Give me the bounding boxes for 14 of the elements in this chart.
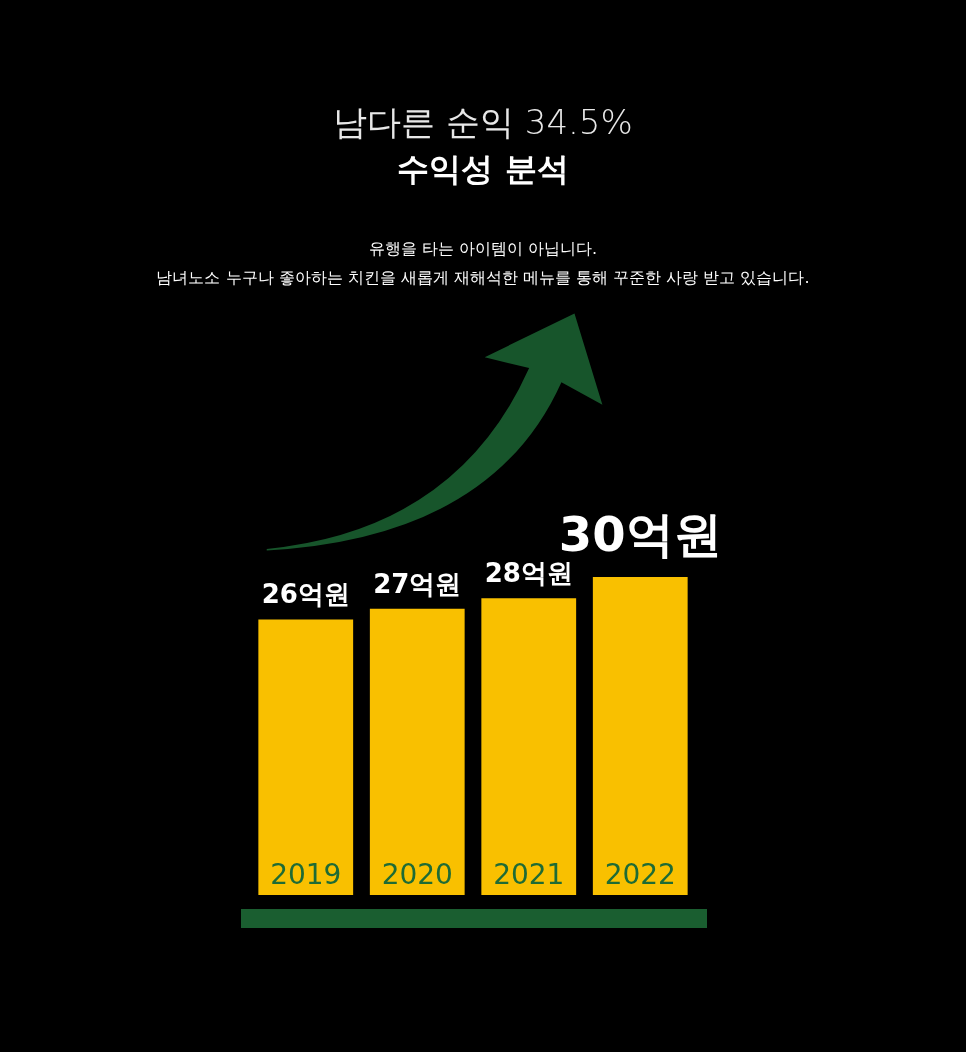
text: 남녀노소 누구나 좋아하는 치킨을 새롭게 재해석한 메뉴를 통해 꾸준한 사랑 받고 있습니다. <box>155 267 811 289</box>
chart-title: 남다른 순익 34.5% <box>332 101 634 144</box>
x-tick-label: 2020 <box>381 858 453 892</box>
x-tick-label: 2021 <box>493 858 565 892</box>
bar <box>258 619 354 895</box>
text: 유행을 타는 아이템이 아닙니다. <box>367 238 599 260</box>
bar <box>592 577 688 895</box>
x-tick-label: 2019 <box>270 858 342 892</box>
data-label: 26억원 <box>261 579 350 610</box>
bar <box>481 598 577 895</box>
chart-subtitle: 수익성 분석 <box>396 149 570 190</box>
data-label: 27억원 <box>373 568 462 599</box>
x-tick-label: 2022 <box>604 858 676 892</box>
bar <box>369 608 465 895</box>
